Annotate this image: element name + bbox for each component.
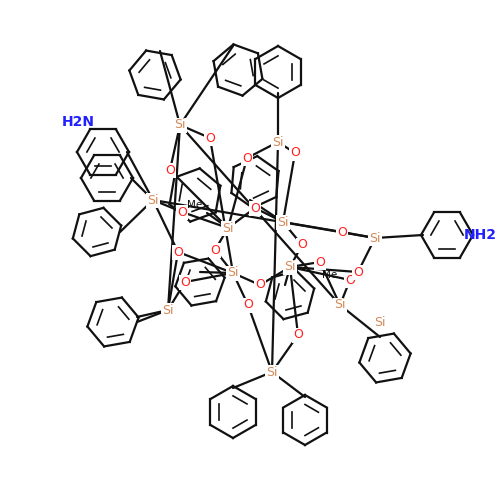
Text: O: O — [173, 246, 183, 258]
Text: Si: Si — [147, 194, 159, 206]
Text: O: O — [210, 244, 220, 256]
Text: O: O — [177, 206, 187, 218]
Text: Si: Si — [369, 232, 381, 244]
Text: Si: Si — [222, 222, 234, 234]
Text: O: O — [297, 238, 307, 252]
Text: Si: Si — [174, 118, 186, 132]
Text: O: O — [353, 266, 363, 278]
Text: Me: Me — [322, 270, 338, 280]
Text: O: O — [337, 226, 347, 238]
Text: O: O — [345, 274, 355, 286]
Text: Me: Me — [188, 200, 202, 210]
Text: O: O — [180, 276, 190, 288]
Text: O: O — [293, 328, 303, 342]
Text: O: O — [180, 276, 190, 288]
Text: O: O — [242, 152, 252, 164]
Text: NH2: NH2 — [464, 228, 496, 242]
Text: O: O — [205, 132, 215, 144]
Text: Si: Si — [227, 266, 239, 280]
Text: Si: Si — [272, 136, 284, 148]
Text: Si: Si — [162, 304, 174, 316]
Text: O: O — [165, 164, 175, 176]
Text: H2N: H2N — [62, 115, 94, 129]
Text: O: O — [290, 146, 300, 160]
Text: O: O — [315, 256, 325, 268]
Text: O: O — [250, 202, 260, 214]
Text: Si: Si — [277, 216, 289, 228]
Text: O: O — [243, 298, 253, 312]
Text: Si: Si — [374, 316, 386, 328]
Text: O: O — [255, 278, 265, 291]
Text: Si: Si — [284, 260, 296, 274]
Text: Si: Si — [334, 298, 346, 312]
Text: Si: Si — [266, 366, 278, 378]
